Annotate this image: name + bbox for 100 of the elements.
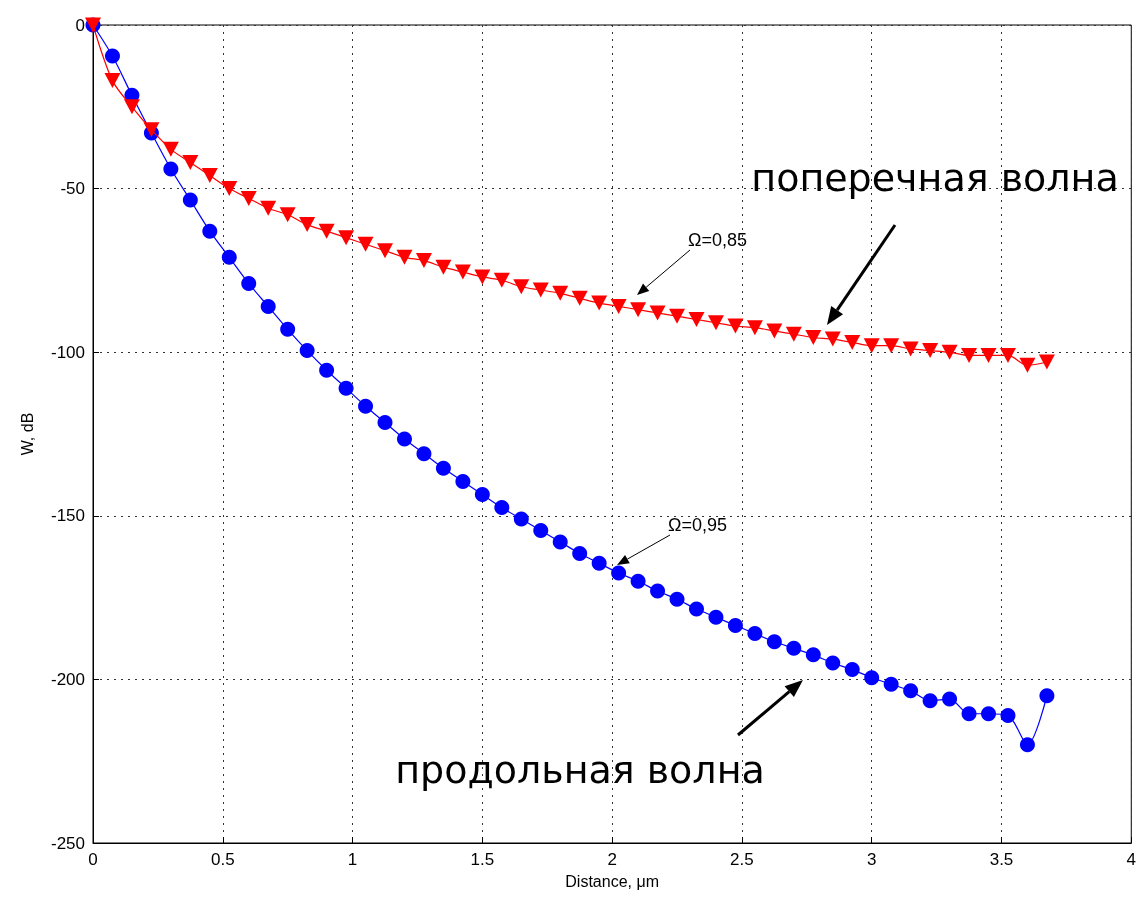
point	[727, 617, 743, 633]
point	[649, 305, 666, 321]
point	[182, 154, 199, 170]
point	[1000, 707, 1016, 723]
point	[260, 298, 276, 314]
point	[474, 269, 491, 285]
point	[182, 192, 198, 208]
x-tick-label: 4	[1126, 850, 1137, 869]
point	[104, 73, 121, 89]
point	[688, 311, 705, 327]
point	[863, 338, 880, 354]
point	[747, 626, 763, 642]
y-tick-label: -100	[50, 342, 85, 362]
x-tick-label: 0	[88, 850, 98, 869]
point	[377, 415, 393, 431]
x-tick-label: 0.5	[210, 850, 235, 869]
point	[707, 315, 724, 331]
point	[746, 320, 763, 336]
point	[786, 640, 802, 656]
point	[961, 706, 977, 722]
x-tick-label: 3.5	[989, 850, 1014, 869]
point	[610, 298, 627, 314]
point	[357, 236, 374, 252]
point	[435, 259, 452, 275]
point	[241, 275, 257, 291]
point	[201, 168, 218, 184]
x-tick-label: 2	[607, 850, 617, 869]
point	[416, 446, 432, 462]
point	[689, 601, 704, 617]
point	[844, 662, 860, 678]
point	[903, 683, 919, 699]
point	[397, 431, 412, 447]
point	[727, 318, 744, 334]
point	[279, 207, 296, 223]
point	[902, 341, 919, 357]
x-axis-title: Distance, μm	[565, 872, 659, 890]
y-tick-label: -150	[50, 506, 85, 526]
point	[785, 326, 802, 342]
point	[474, 487, 490, 503]
point	[591, 555, 607, 571]
point	[240, 190, 257, 206]
point	[455, 473, 471, 489]
point	[435, 460, 451, 476]
point	[123, 99, 140, 115]
point	[221, 249, 237, 265]
point	[532, 282, 549, 298]
point	[766, 634, 782, 650]
point	[202, 223, 218, 239]
y-tick-label: -250	[50, 833, 85, 853]
point	[221, 181, 238, 197]
point	[883, 676, 899, 692]
point	[163, 161, 179, 177]
point	[669, 308, 686, 324]
point	[513, 511, 529, 527]
point	[571, 290, 588, 306]
x-tick-label: 3	[866, 850, 877, 869]
point	[1019, 737, 1035, 753]
point	[650, 583, 666, 599]
annotation: поперечная волна	[751, 156, 1119, 200]
point	[669, 591, 685, 607]
point	[260, 200, 277, 216]
point	[338, 380, 354, 396]
y-tick-label: -200	[50, 669, 85, 689]
point	[415, 253, 432, 269]
annotation: продольная волна	[395, 748, 765, 792]
point	[805, 647, 821, 663]
point	[883, 338, 900, 354]
point	[591, 295, 608, 311]
point	[961, 347, 978, 363]
point	[824, 331, 841, 347]
point	[1039, 688, 1055, 704]
x-tick-label: 1	[347, 850, 358, 869]
point	[844, 334, 861, 350]
point	[162, 141, 179, 157]
point	[552, 285, 569, 301]
annotation: Ω=0,85	[688, 230, 748, 250]
point	[922, 693, 938, 709]
point	[922, 343, 939, 359]
point	[299, 343, 315, 359]
point	[318, 223, 335, 239]
point	[708, 609, 724, 625]
point	[805, 329, 822, 345]
point	[999, 347, 1016, 363]
point	[630, 302, 647, 318]
point	[454, 264, 471, 280]
y-axis-title: W, dB	[18, 412, 36, 456]
point	[766, 323, 783, 339]
y-tick-label: -50	[60, 179, 85, 199]
x-tick-label: 1.5	[470, 850, 495, 869]
point	[1038, 354, 1055, 370]
point	[377, 243, 394, 259]
point	[104, 48, 120, 64]
x-tick-label: 2.5	[730, 850, 754, 869]
point	[942, 691, 958, 707]
point	[338, 230, 355, 246]
point	[941, 344, 958, 360]
point	[1019, 357, 1036, 373]
point	[864, 670, 880, 686]
point	[980, 347, 997, 363]
point	[280, 321, 296, 337]
